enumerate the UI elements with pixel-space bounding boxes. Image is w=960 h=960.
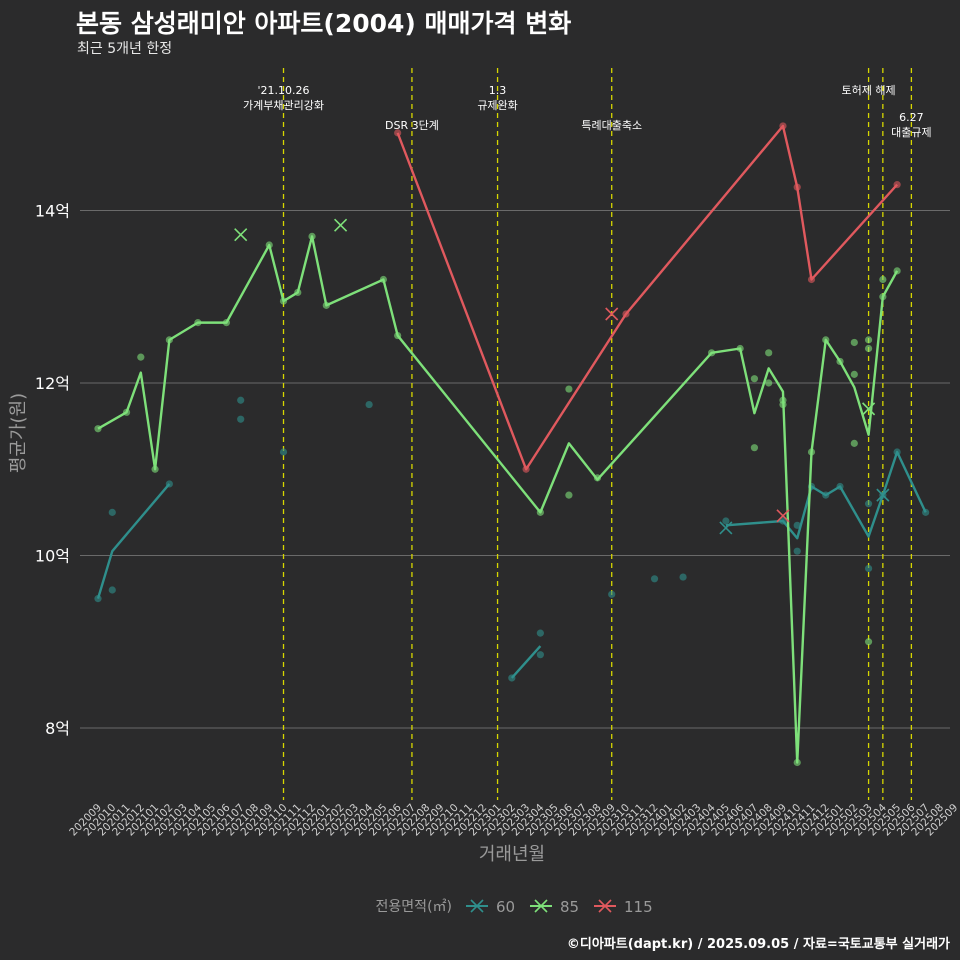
data-point-60 — [365, 400, 373, 409]
event-annotation: 특례대출축소 — [581, 119, 642, 132]
data-point-60 — [108, 586, 116, 594]
cross-marker-115 — [605, 307, 619, 321]
event-annotation: 대출규제 — [891, 126, 931, 139]
cross-marker-60 — [876, 488, 890, 502]
series-line-60 — [725, 450, 927, 540]
y-tick-label: 10억 — [35, 547, 70, 566]
data-point-60 — [793, 521, 801, 529]
y-tick-label: 12억 — [35, 374, 70, 393]
legend-label: 60 — [496, 898, 515, 916]
event-annotation: 토허제 해제 — [842, 83, 896, 97]
data-point-85 — [750, 375, 759, 383]
data-point-85 — [864, 638, 873, 646]
series-line-115 — [396, 124, 899, 471]
event-annotation: '21.10.26 — [258, 84, 310, 97]
x-axis-title: 거래년월 — [479, 844, 545, 865]
chart-subtitle: 최근 5개년 한정 — [77, 41, 173, 57]
event-annotation: 6.27 — [899, 111, 924, 124]
data-point-85 — [864, 336, 873, 344]
y-axis-title: 평균가(원) — [8, 393, 29, 473]
event-annotation: 1.3 — [489, 84, 507, 97]
data-point-85 — [137, 353, 145, 361]
data-point-60 — [108, 508, 116, 516]
data-point-85 — [879, 275, 887, 284]
data-point-60 — [536, 651, 544, 659]
data-point-60 — [722, 517, 730, 525]
data-point-85 — [850, 370, 858, 378]
cross-marker-85 — [334, 218, 348, 232]
legend-label: 85 — [560, 898, 579, 916]
data-point-85 — [765, 379, 773, 387]
legend-marker-85 — [534, 899, 548, 913]
cross-marker-115 — [776, 509, 790, 523]
data-point-85 — [565, 491, 573, 499]
data-point-60 — [536, 629, 544, 637]
data-point-60 — [237, 396, 245, 404]
data-point-60 — [864, 500, 873, 508]
chart-title: 본동 삼성래미안 아파트(2004) 매매가격 변화 — [76, 9, 572, 38]
series-line-60 — [510, 645, 542, 679]
source-caption: ©디아파트(dapt.kr) / 2025.09.05 / 자료=국토교통부 실… — [566, 937, 950, 952]
y-tick-label: 14억 — [35, 202, 70, 221]
data-point-60 — [608, 590, 616, 598]
event-annotation: DSR 3단계 — [385, 119, 439, 132]
series-line-60 — [96, 483, 171, 599]
data-point-60 — [237, 415, 245, 423]
data-point-85 — [750, 444, 759, 452]
data-point-60 — [650, 575, 659, 583]
legend-marker-115 — [598, 899, 612, 913]
data-point-60 — [279, 448, 288, 456]
data-point-60 — [679, 573, 687, 581]
event-annotation: 규제완화 — [477, 99, 517, 112]
data-point-85 — [765, 349, 773, 357]
cross-marker-60 — [719, 521, 733, 535]
cross-marker-85 — [862, 402, 876, 416]
data-point-85 — [850, 338, 858, 347]
legend-title: 전용면적(㎡) — [376, 899, 452, 915]
data-point-60 — [864, 564, 873, 573]
y-tick-label: 8억 — [45, 719, 70, 738]
cross-marker-85 — [234, 228, 248, 242]
data-point-85 — [565, 385, 573, 393]
series-line-85 — [97, 235, 899, 764]
legend-marker-60 — [470, 899, 484, 913]
data-point-85 — [850, 439, 858, 447]
data-point-85 — [864, 344, 873, 353]
legend-label: 115 — [624, 898, 653, 916]
data-point-60 — [793, 547, 801, 555]
event-annotation: 가계부채관리강화 — [243, 99, 324, 112]
